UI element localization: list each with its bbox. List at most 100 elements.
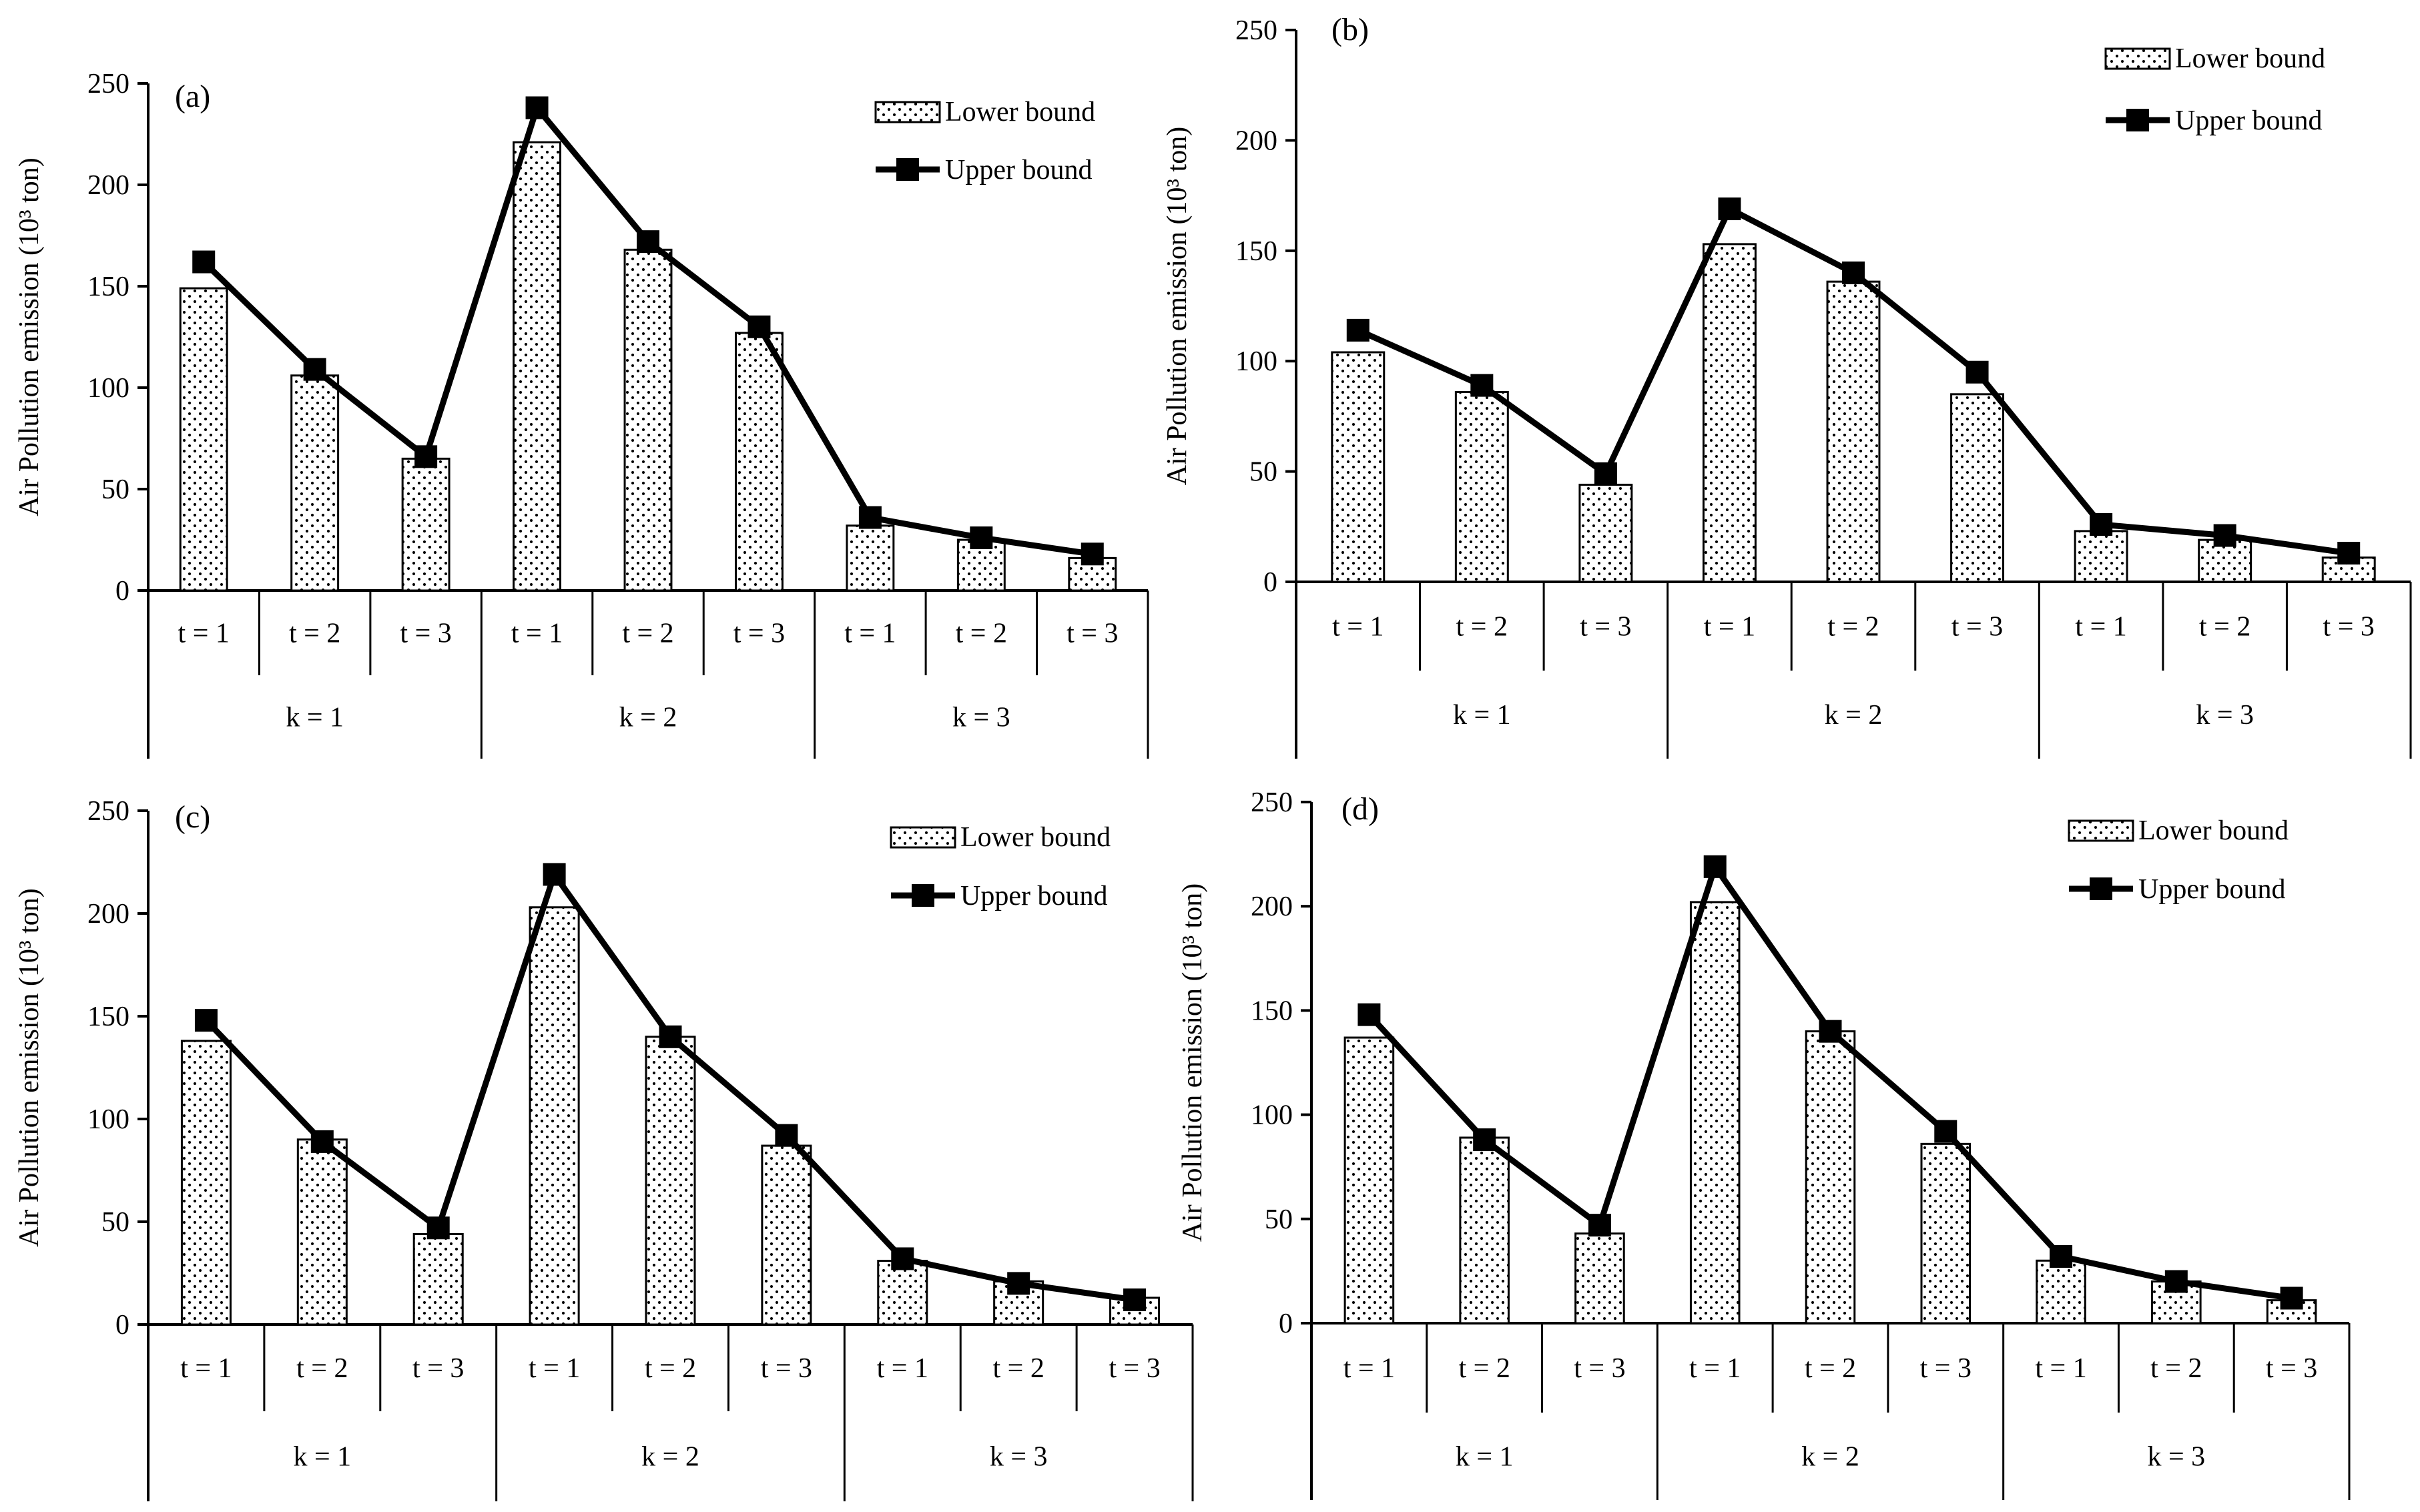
panel-label: (d) (1341, 791, 1379, 827)
chart-panel-d: 0 50 100 150 200 250 Air Pollution emission (1… (1175, 761, 2420, 1512)
bar-lower-bound (1459, 1136, 1510, 1325)
marker-upper-bound (1470, 374, 1494, 397)
marker-upper-bound (858, 506, 882, 529)
legend-label-upper-bound: Upper bound (2175, 105, 2322, 136)
bar-lower-bound (1702, 243, 1757, 583)
marker-upper-bound (303, 358, 326, 381)
marker-upper-bound (414, 445, 438, 468)
chart-c-svg: 0 50 100 150 200 250 Air Pollution emission (1… (14, 796, 1194, 1501)
legend-marker-upper-bound (2090, 877, 2112, 900)
x-tick-label: t = 1 (1332, 612, 1384, 643)
marker-upper-bound (2090, 512, 2113, 536)
x-tick-label: t = 3 (1574, 1353, 1625, 1384)
x-tick-label: t = 3 (400, 619, 451, 649)
x-tick-label: t = 2 (289, 619, 340, 649)
legend-marker-upper-bound (896, 158, 919, 181)
bar-lower-bound (412, 1232, 464, 1326)
group-label: k = 1 (286, 703, 344, 733)
x-tick-label: t = 1 (529, 1353, 580, 1384)
y-tick-label: 150 (87, 1002, 129, 1032)
x-tick-label: t = 2 (1458, 1353, 1510, 1384)
y-tick-label: 100 (87, 1104, 129, 1135)
marker-upper-bound (1357, 1003, 1381, 1026)
marker-upper-bound (1842, 261, 1865, 284)
marker-upper-bound (1007, 1272, 1030, 1295)
marker-upper-bound (1588, 1214, 1611, 1237)
y-tick-label: 50 (101, 474, 129, 505)
bar-lower-bound (1574, 1232, 1625, 1325)
y-tick-label: 100 (1235, 346, 1277, 377)
legend-label-lower-bound: Lower bound (2175, 43, 2325, 74)
y-tick-label: 250 (1235, 15, 1277, 46)
chart-panel-a: 0 50 100 150 200 250 Air Pollution emission (1… (0, 0, 1201, 767)
y-tick-label: 200 (1235, 125, 1277, 156)
y-tick-label: 0 (1263, 567, 1277, 598)
x-tick-label: t = 3 (1951, 612, 2003, 643)
bar-lower-bound (1343, 1036, 1395, 1325)
x-tick-label: t = 3 (1109, 1353, 1160, 1384)
y-tick-label: 50 (101, 1207, 129, 1238)
x-tick-label: t = 1 (844, 619, 896, 649)
group-label: k = 3 (2196, 700, 2254, 731)
bar-lower-bound (1689, 901, 1741, 1325)
x-tick-label: t = 1 (178, 619, 230, 649)
y-tick-label: 50 (1249, 457, 1277, 488)
panel-label: (c) (175, 799, 210, 835)
x-tick-label: t = 3 (412, 1353, 464, 1384)
x-tick-label: t = 1 (2035, 1353, 2086, 1384)
y-tick-label: 250 (1251, 787, 1293, 818)
marker-upper-bound (775, 1124, 798, 1147)
legend-swatch-lower-bound (2104, 47, 2171, 70)
y-axis-title: Air Pollution emission (10³ ton) (1162, 127, 1193, 486)
y-tick-label: 150 (1251, 996, 1293, 1026)
marker-upper-bound (2050, 1245, 2073, 1268)
marker-upper-bound (970, 526, 993, 549)
bar-lower-bound (179, 287, 228, 592)
marker-upper-bound (2280, 1286, 2303, 1310)
x-tick-label: t = 2 (1805, 1353, 1856, 1384)
y-tick-label: 0 (1279, 1308, 1293, 1339)
marker-upper-bound (192, 250, 216, 274)
marker-upper-bound (1123, 1288, 1147, 1312)
legend-label-upper-bound: Upper bound (945, 155, 1092, 185)
bar-lower-bound (513, 141, 562, 592)
legend-label-upper-bound: Upper bound (2138, 874, 2285, 905)
group-label: k = 3 (2147, 1442, 2205, 1473)
x-tick-label: t = 3 (2323, 612, 2375, 643)
y-tick-label: 150 (1235, 236, 1277, 267)
group-label: k = 2 (619, 703, 677, 733)
bar-lower-bound (1454, 391, 1509, 583)
y-tick-label: 50 (1265, 1204, 1293, 1235)
group-label: k = 3 (952, 703, 1010, 733)
bar-lower-bound (1578, 483, 1633, 583)
group-label: k = 1 (1453, 700, 1511, 731)
legend-swatch-lower-bound (2068, 819, 2134, 842)
marker-upper-bound (1934, 1120, 1957, 1143)
x-tick-label: t = 2 (622, 619, 673, 649)
legend-label-lower-bound: Lower bound (960, 822, 1111, 853)
x-tick-label: t = 2 (645, 1353, 696, 1384)
legend-label-lower-bound: Lower bound (2138, 815, 2289, 846)
bar-lower-bound (623, 248, 673, 592)
marker-upper-bound (310, 1130, 334, 1153)
x-tick-label: t = 1 (1689, 1353, 1741, 1384)
y-tick-label: 250 (87, 796, 129, 827)
marker-upper-bound (891, 1247, 914, 1270)
x-tick-label: t = 1 (2075, 612, 2126, 643)
bar-lower-bound (2321, 556, 2376, 583)
bar-lower-bound (180, 1040, 232, 1326)
legend-swatch-lower-bound (874, 101, 941, 123)
chart-b-svg: 0 50 100 150 200 250 Air Pollution emission (1… (1162, 12, 2412, 759)
x-tick-label: t = 3 (1067, 619, 1118, 649)
y-tick-label: 0 (115, 1310, 129, 1341)
marker-upper-bound (1346, 318, 1370, 342)
bar-lower-bound (529, 906, 580, 1326)
bar-lower-bound (401, 457, 450, 592)
bar-lower-bound (290, 374, 340, 592)
x-tick-label: t = 2 (1456, 612, 1508, 643)
x-tick-label: t = 3 (2266, 1353, 2317, 1384)
legend-marker-upper-bound (2126, 109, 2149, 131)
marker-upper-bound (1703, 855, 1727, 878)
chart-panel-b: 0 50 100 150 200 250 Air Pollution emission (1… (1162, 0, 2420, 767)
y-tick-label: 0 (115, 576, 129, 607)
